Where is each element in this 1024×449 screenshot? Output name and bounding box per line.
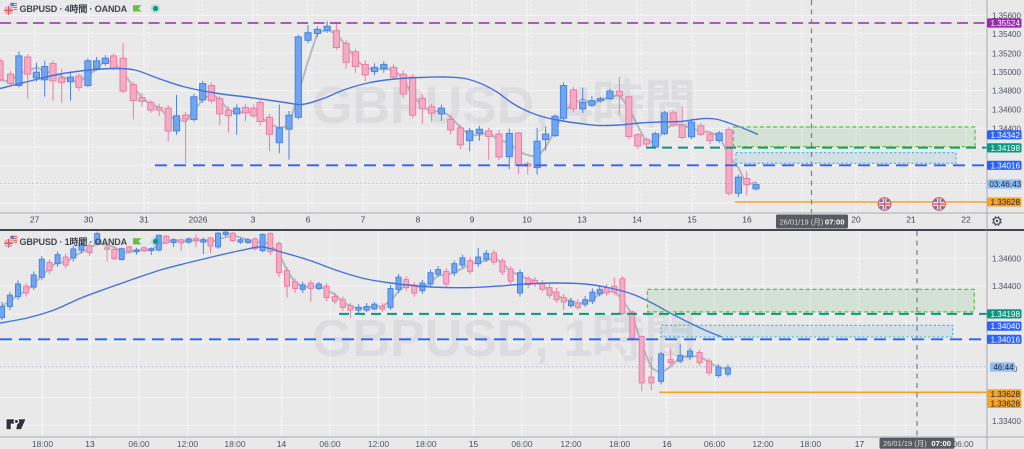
svg-text:14: 14 — [632, 215, 642, 225]
svg-text:27: 27 — [30, 215, 40, 225]
svg-text:17: 17 — [855, 439, 865, 449]
svg-text:15: 15 — [687, 215, 697, 225]
svg-text:26/01/19 (月): 26/01/19 (月) — [883, 439, 927, 448]
svg-text:13: 13 — [577, 215, 587, 225]
svg-text:1.35400: 1.35400 — [992, 30, 1021, 39]
svg-text:46:44: 46:44 — [993, 363, 1014, 372]
svg-text:1.34400: 1.34400 — [992, 282, 1021, 291]
svg-text:1.34040: 1.34040 — [990, 322, 1020, 331]
svg-text:31: 31 — [139, 215, 149, 225]
svg-text:22: 22 — [961, 215, 971, 225]
svg-text:15: 15 — [469, 439, 479, 449]
svg-text:1.33628: 1.33628 — [990, 390, 1020, 399]
svg-text:1.34800: 1.34800 — [992, 86, 1021, 95]
svg-text:12:00: 12:00 — [368, 439, 390, 449]
svg-text:07:00: 07:00 — [825, 217, 845, 226]
svg-text:06:00: 06:00 — [511, 439, 533, 449]
svg-text:1.33400: 1.33400 — [992, 417, 1021, 426]
svg-text:1.34400: 1.34400 — [992, 124, 1021, 133]
svg-text:06:00: 06:00 — [704, 439, 726, 449]
svg-text:18:00: 18:00 — [609, 439, 631, 449]
svg-text:1.34016: 1.34016 — [990, 335, 1020, 344]
svg-text:13: 13 — [85, 439, 95, 449]
svg-text:18:00: 18:00 — [32, 439, 54, 449]
svg-text:1.35524: 1.35524 — [990, 19, 1020, 28]
svg-text:0: 0 — [1013, 365, 1018, 374]
svg-text:1.34198: 1.34198 — [990, 310, 1020, 319]
svg-text:1.34198: 1.34198 — [990, 144, 1020, 153]
svg-text:1.35000: 1.35000 — [992, 68, 1021, 77]
svg-text:12:00: 12:00 — [560, 439, 582, 449]
svg-text:1.34600: 1.34600 — [992, 254, 1021, 263]
svg-text:GBPUSD · 1時間 · OANDA: GBPUSD · 1時間 · OANDA — [20, 236, 128, 247]
svg-text:10: 10 — [522, 215, 532, 225]
svg-text:30: 30 — [84, 215, 94, 225]
svg-text:18:00: 18:00 — [224, 439, 246, 449]
svg-text:21: 21 — [906, 215, 916, 225]
svg-text:03:46:43: 03:46:43 — [989, 180, 1021, 189]
svg-text:18:00: 18:00 — [415, 439, 437, 449]
svg-text:20: 20 — [851, 215, 861, 225]
svg-text:1.33628: 1.33628 — [990, 198, 1020, 207]
svg-text:1.34016: 1.34016 — [990, 161, 1020, 170]
svg-text:06:00: 06:00 — [128, 439, 150, 449]
svg-text:3: 3 — [251, 215, 256, 225]
svg-text:12:00: 12:00 — [752, 439, 774, 449]
svg-text:26/01/19 (月): 26/01/19 (月) — [780, 217, 824, 226]
svg-text:8: 8 — [416, 215, 421, 225]
svg-text:9: 9 — [470, 215, 475, 225]
svg-text:07:00: 07:00 — [931, 439, 951, 448]
svg-text:06:00: 06:00 — [952, 439, 974, 449]
svg-text:14: 14 — [277, 439, 287, 449]
svg-text:18:00: 18:00 — [800, 439, 822, 449]
svg-text:7: 7 — [361, 215, 366, 225]
svg-text:2026: 2026 — [189, 215, 208, 225]
svg-text:16: 16 — [742, 215, 752, 225]
svg-text:GBPUSD · 4時間 · OANDA: GBPUSD · 4時間 · OANDA — [20, 3, 128, 14]
svg-text:1.35600: 1.35600 — [992, 11, 1021, 20]
svg-text:1.33628: 1.33628 — [990, 399, 1020, 408]
svg-text:16: 16 — [662, 439, 672, 449]
svg-text:6: 6 — [306, 215, 311, 225]
svg-text:06:00: 06:00 — [319, 439, 341, 449]
svg-text:1.34600: 1.34600 — [992, 106, 1021, 115]
svg-text:1.34342: 1.34342 — [990, 131, 1020, 140]
svg-text:12:00: 12:00 — [177, 439, 199, 449]
svg-text:1.35200: 1.35200 — [992, 49, 1021, 58]
